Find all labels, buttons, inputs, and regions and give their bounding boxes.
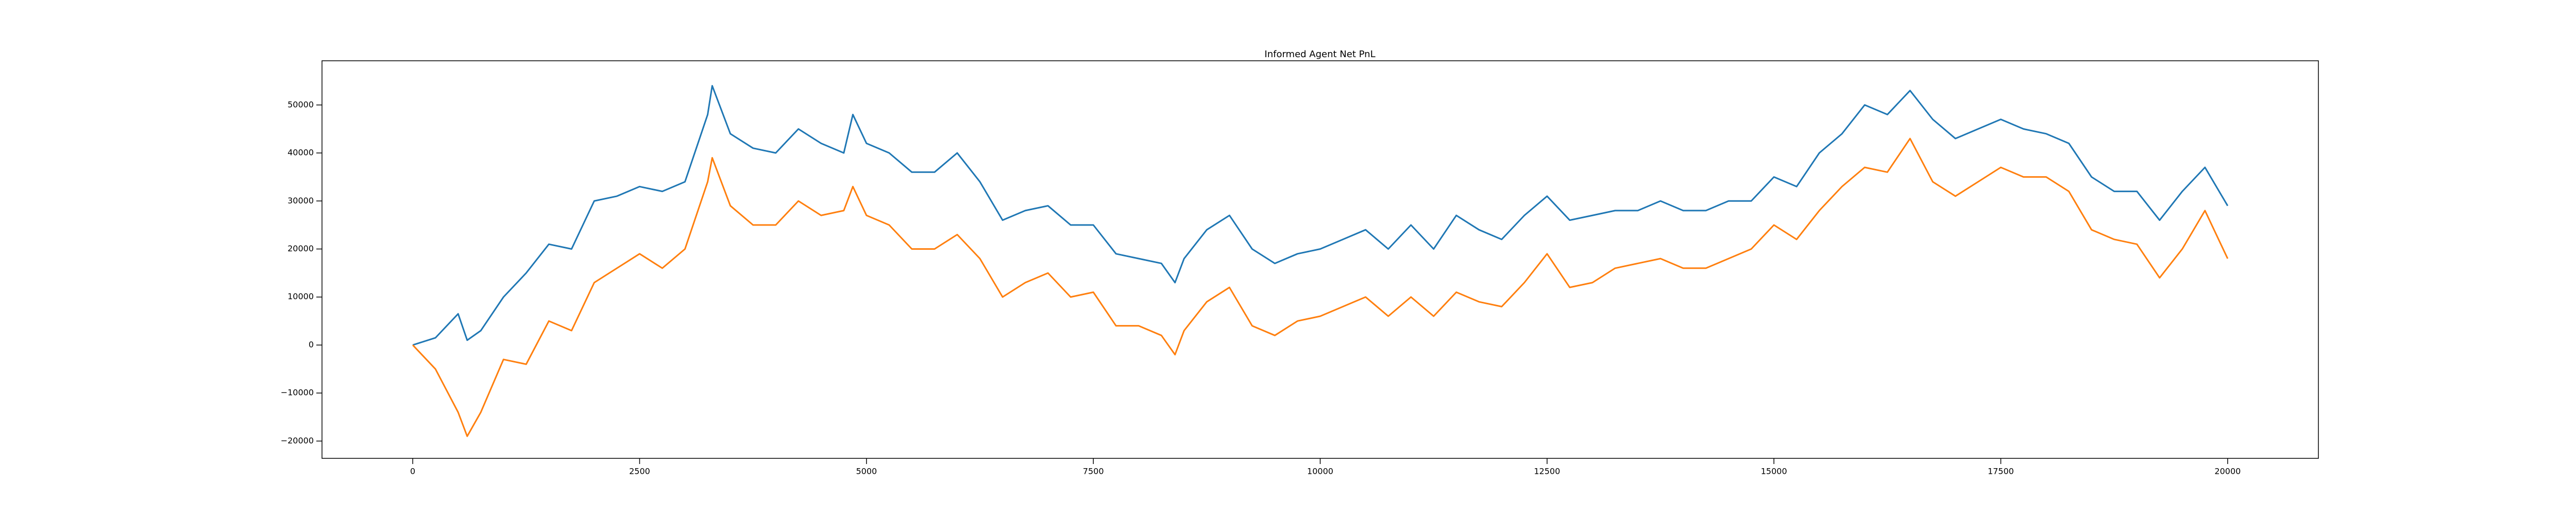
x-tick-label: 10000 — [1307, 467, 1333, 476]
x-tick-label: 20000 — [2214, 467, 2241, 476]
y-tick-label: 20000 — [287, 244, 314, 253]
line-series — [412, 138, 2229, 437]
x-tick-label: 17500 — [1988, 467, 2014, 476]
x-tick-label: 5000 — [856, 467, 877, 476]
y-tick-label: 50000 — [287, 99, 314, 109]
y-tick-label: 30000 — [287, 196, 314, 205]
y-tick-label: −10000 — [281, 388, 314, 398]
y-tick-label: 0 — [309, 339, 314, 349]
x-tick-label: 2500 — [629, 467, 650, 476]
y-tick-label: 10000 — [287, 291, 314, 301]
chart-title: Informed Agent Net PnL — [1264, 49, 1375, 60]
x-tick-label: 7500 — [1083, 467, 1104, 476]
x-tick-label: 15000 — [1761, 467, 1787, 476]
y-tick-label: 40000 — [287, 148, 314, 158]
x-tick-label: 12500 — [1534, 467, 1560, 476]
x-tick-label: 0 — [410, 467, 415, 476]
y-tick-label: −20000 — [281, 436, 314, 445]
line-series — [412, 84, 2229, 346]
